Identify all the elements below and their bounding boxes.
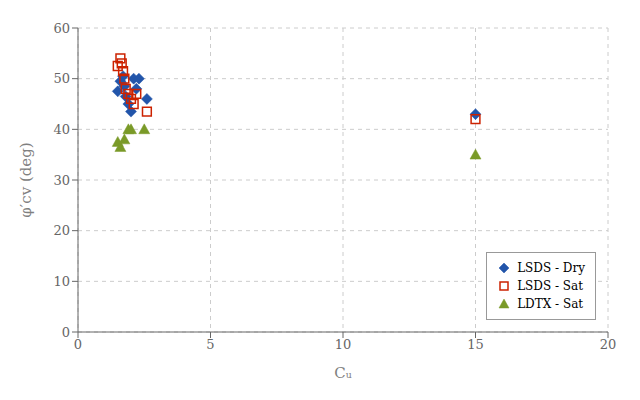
svg-text:60: 60 xyxy=(53,21,70,36)
svg-text:φ′cv (deg): φ′cv (deg) xyxy=(17,142,35,217)
svg-text:5: 5 xyxy=(206,337,214,352)
svg-text:0: 0 xyxy=(62,325,70,340)
html-text:LSDS - Dry: LSDS - Dry xyxy=(517,261,585,275)
html-text:LDTX - Sat: LDTX - Sat xyxy=(517,297,584,311)
svg-text:Cᵤ: Cᵤ xyxy=(334,364,351,382)
svg-text:50: 50 xyxy=(53,71,70,86)
svg-text:40: 40 xyxy=(53,122,70,137)
svg-text:0: 0 xyxy=(74,337,82,352)
svg-text:30: 30 xyxy=(53,173,70,188)
svg-text:20: 20 xyxy=(600,337,617,352)
svg-text:15: 15 xyxy=(467,337,484,352)
svg-text:10: 10 xyxy=(53,274,70,289)
svg-text:20: 20 xyxy=(53,223,70,238)
svg-text:10: 10 xyxy=(335,337,352,352)
html-text:LSDS - Sat: LSDS - Sat xyxy=(517,279,584,293)
